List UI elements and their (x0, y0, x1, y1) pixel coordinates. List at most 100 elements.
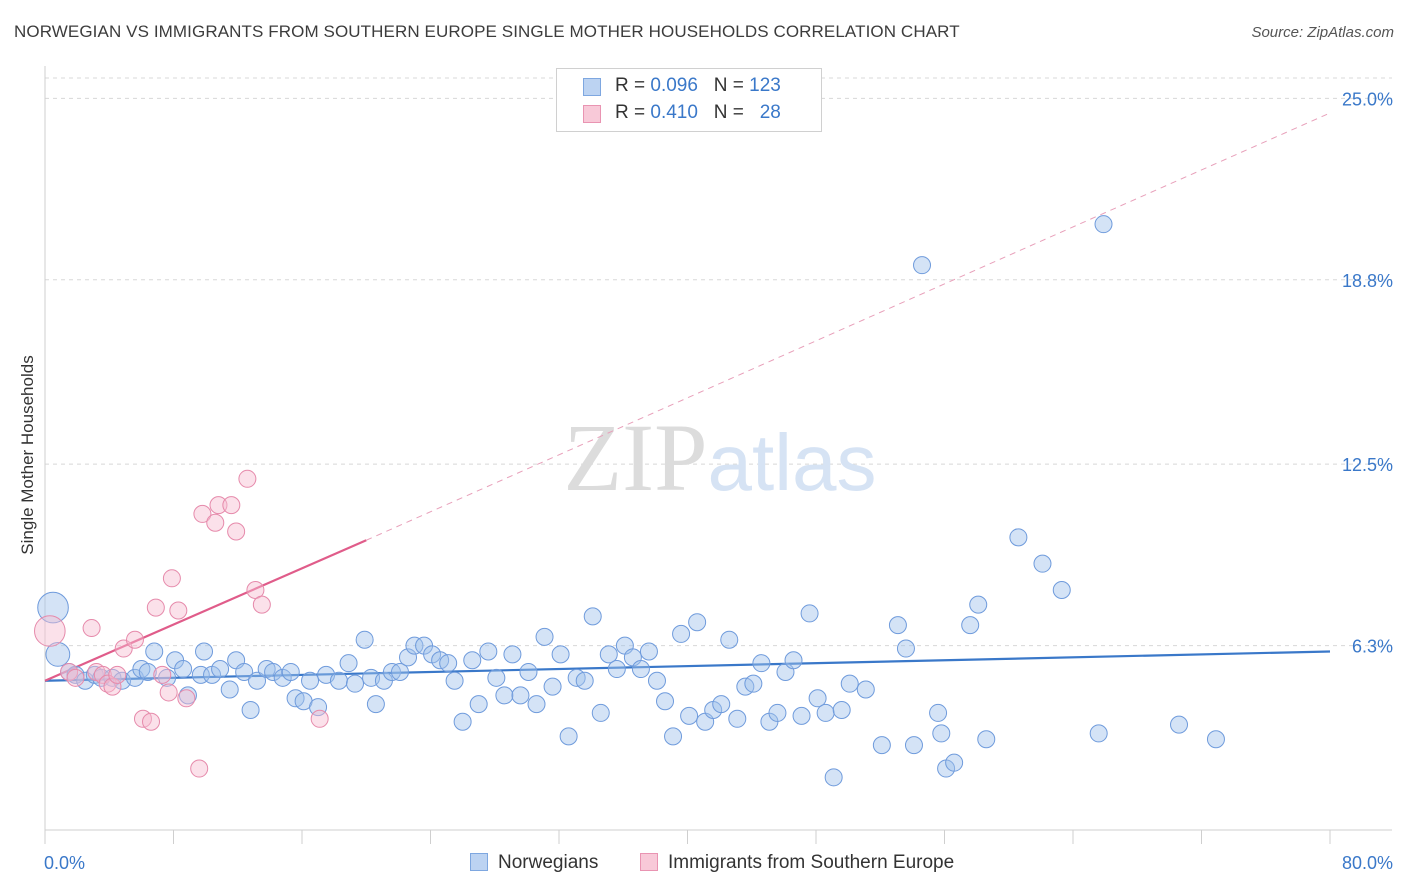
norwegian-point (195, 642, 214, 661)
norwegian-point (583, 607, 602, 626)
norwegian-point (896, 639, 915, 658)
norwegian-point (575, 671, 594, 690)
immigrant-point (142, 712, 161, 731)
legend-swatch-pink (583, 105, 601, 123)
immigrant-point (252, 595, 271, 614)
immigrant-point (190, 759, 209, 778)
x-tick-label-min: 0.0% (44, 853, 85, 873)
norwegian-point (712, 695, 731, 714)
norwegian-point (551, 645, 570, 664)
legend-text: R = 0.096 N = 123 (615, 75, 781, 97)
legend-r-value: 0.096 (650, 75, 698, 96)
norwegian-point (888, 616, 907, 635)
norwegian-point (399, 648, 418, 667)
norwegian-point (1033, 554, 1052, 573)
immigrant-point (66, 668, 85, 687)
norwegian-point (1170, 715, 1189, 734)
norwegian-point (808, 689, 827, 708)
norwegian-point (607, 660, 626, 679)
norwegian-point (680, 706, 699, 725)
immigrant-point (146, 598, 165, 617)
legend-n-value: 28 (759, 102, 781, 123)
immigrant-point (169, 601, 188, 620)
legend-r-label: R = (615, 75, 646, 96)
y-tick-label: 12.5% (1342, 455, 1393, 475)
norwegian-point (832, 701, 851, 720)
chart-source: Source: ZipAtlas.com (1251, 24, 1394, 41)
immigrant-point (238, 469, 257, 488)
norwegian-point (329, 671, 348, 690)
norwegian-point (840, 674, 859, 693)
immigrant-point (82, 619, 101, 638)
norwegian-point (366, 695, 385, 714)
norwegian-point (1052, 581, 1071, 600)
norwegian-point (339, 654, 358, 673)
immigrant-point (34, 615, 66, 647)
norwegian-point (656, 692, 675, 711)
immigrant-point (162, 569, 181, 588)
immigrant-point (310, 709, 329, 728)
stats-legend: R = 0.096 N = 123 R = 0.410 N = 28 (556, 68, 822, 132)
norwegian-point (309, 698, 328, 717)
norwegian-point (248, 671, 267, 690)
norwegian-point (174, 660, 193, 679)
immigrant-point (193, 504, 212, 523)
norwegian-point (453, 712, 472, 731)
norwegian-point (728, 709, 747, 728)
legend-text: R = 0.410 N = 28 (615, 102, 781, 124)
legend-n-value: 123 (749, 75, 781, 96)
y-tick-label: 18.8% (1342, 271, 1393, 291)
norwegian-point (1094, 215, 1113, 234)
norwegian-point (405, 636, 424, 655)
watermark: ZIPatlas (564, 404, 877, 511)
norwegian-point (961, 616, 980, 635)
norwegian-point (752, 654, 771, 673)
norwegian-point (355, 630, 374, 649)
chart-title: NORWEGIAN VS IMMIGRANTS FROM SOUTHERN EU… (14, 22, 960, 41)
norwegian-point (235, 662, 254, 681)
norwegian-point (241, 701, 260, 720)
immigrant-point (103, 677, 122, 696)
norwegian-point (495, 686, 514, 705)
immigrant-point (125, 630, 144, 649)
legend-r-label: R = (615, 102, 646, 123)
immigrant-point (177, 689, 196, 708)
norwegian-point (346, 674, 365, 693)
norwegian-point (220, 680, 239, 699)
norwegian-point (768, 703, 787, 722)
norwegian-point (45, 642, 71, 667)
norwegian-point (463, 651, 482, 670)
norwegian-point (631, 660, 650, 679)
bottom-legend-immigrants: Immigrants from Southern Europe (640, 852, 954, 874)
bottom-legend-label: Immigrants from Southern Europe (668, 852, 955, 873)
pink-trend-line (44, 539, 367, 682)
axes (44, 66, 1392, 844)
norwegian-point (264, 662, 283, 681)
norwegian-point (688, 613, 707, 632)
norwegian-point (145, 642, 164, 661)
immigrant-point (209, 496, 228, 515)
norwegian-point (977, 730, 996, 749)
x-tick-label-max: 80.0% (1342, 853, 1393, 873)
norwegian-point (639, 642, 658, 661)
bottom-legend-norwegians: Norwegians (470, 852, 598, 874)
norwegian-point (390, 662, 409, 681)
immigrant-point (93, 665, 112, 684)
norwegian-point (929, 703, 948, 722)
norwegian-point (824, 768, 843, 787)
immigrant-point (108, 665, 127, 684)
norwegian-point (543, 677, 562, 696)
norwegian-point (469, 695, 488, 714)
norwegian-point (511, 686, 530, 705)
bottom-legend-label: Norwegians (498, 852, 599, 873)
bottom-legend-swatch-pink (640, 853, 658, 871)
norwegian-point (559, 727, 578, 746)
y-tick-label: 6.3% (1352, 637, 1393, 657)
immigrant-point (159, 683, 178, 702)
norwegian-point (503, 645, 522, 664)
legend-swatch-blue (583, 78, 601, 96)
norwegian-point (158, 668, 177, 687)
norwegian-point (672, 624, 691, 643)
norwegian-point (178, 686, 197, 705)
